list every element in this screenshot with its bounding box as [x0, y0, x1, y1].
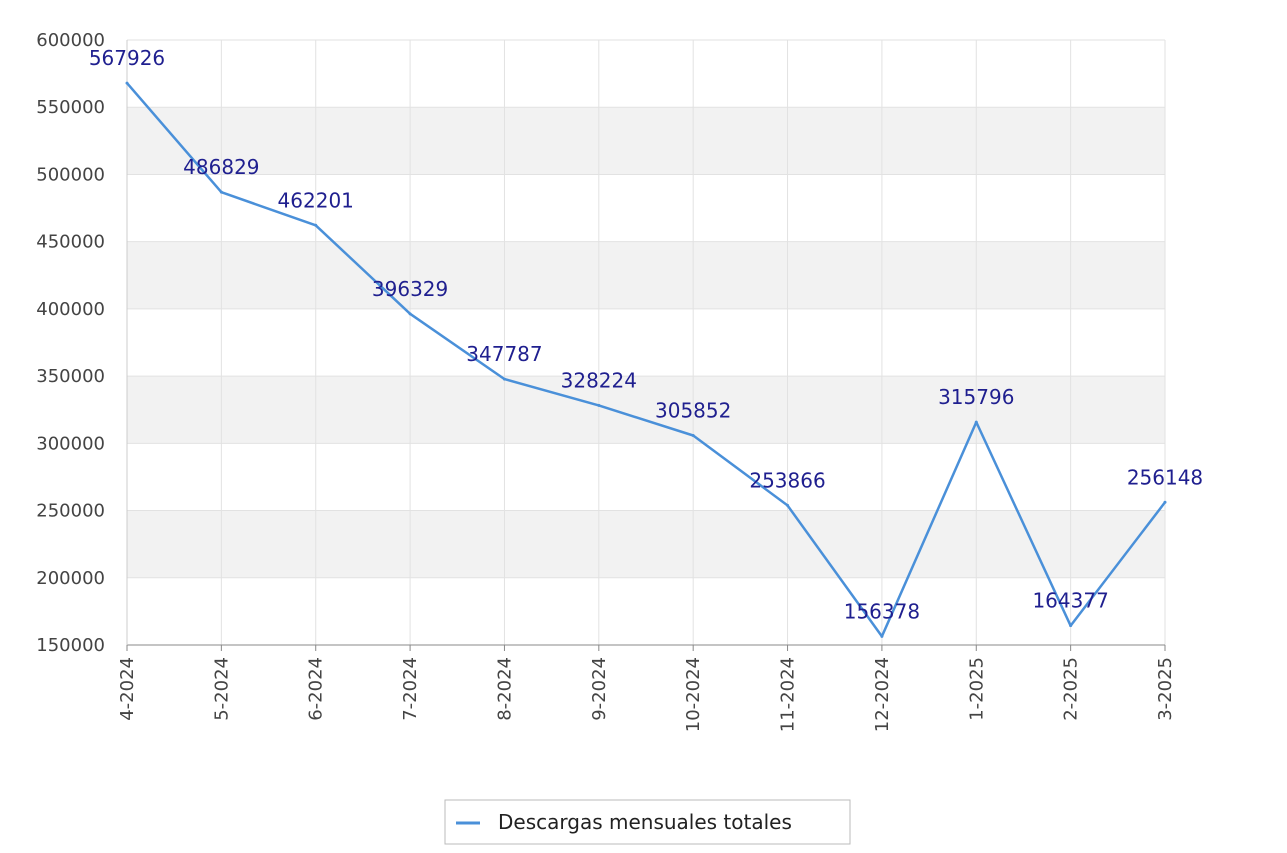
y-tick-label: 200000 — [36, 568, 105, 589]
data-point — [314, 223, 318, 227]
y-tick-label: 150000 — [36, 635, 105, 656]
series-lines — [125, 81, 1167, 638]
data-label: 315796 — [938, 385, 1014, 409]
x-tick-label: 10-2024 — [683, 657, 704, 732]
plot-band — [127, 376, 1165, 444]
data-point — [974, 420, 978, 424]
data-point — [125, 81, 129, 85]
data-label: 347787 — [466, 342, 542, 366]
x-tick-label: 3-2025 — [1155, 657, 1176, 721]
y-tick-label: 300000 — [36, 433, 105, 454]
legend[interactable]: Descargas mensuales totales — [444, 799, 851, 845]
x-tick-label: 5-2024 — [211, 657, 232, 721]
x-tick-label: 8-2024 — [494, 657, 515, 721]
y-tick-label: 400000 — [36, 299, 105, 320]
x-tick-label: 11-2024 — [778, 657, 799, 732]
data-label: 486829 — [183, 155, 259, 179]
data-point — [786, 503, 790, 507]
y-tick-label: 550000 — [36, 97, 105, 118]
x-tick-label: 4-2024 — [117, 657, 138, 721]
data-point — [1163, 500, 1167, 504]
plot-band — [127, 241, 1165, 309]
data-label: 156378 — [844, 599, 920, 623]
data-label: 253866 — [749, 468, 825, 492]
y-axis-ticks: 150000 200000 250000 300000 350000 400000 4500… — [36, 30, 105, 656]
x-tick-label: 6-2024 — [306, 657, 327, 721]
data-point — [1069, 624, 1073, 628]
legend-box — [444, 799, 851, 845]
plot-band — [127, 510, 1165, 578]
series-line — [126, 82, 1166, 638]
y-tick-label: 250000 — [36, 501, 105, 522]
data-point — [408, 312, 412, 316]
y-tick-label: 450000 — [36, 232, 105, 253]
data-point — [597, 403, 601, 407]
plot-band — [127, 107, 1165, 175]
data-point — [502, 377, 506, 381]
x-tick-label: 7-2024 — [400, 657, 421, 721]
data-labels: 567926 486829 462201 396329 347787 328224 3058… — [89, 46, 1203, 623]
data-label: 328224 — [561, 368, 637, 392]
data-point — [880, 634, 884, 638]
y-tick-label: 600000 — [36, 30, 105, 51]
y-tick-label: 350000 — [36, 366, 105, 387]
data-label: 462201 — [278, 188, 354, 212]
x-tick-label: 9-2024 — [589, 657, 610, 721]
data-point — [691, 433, 695, 437]
plot-background-bands — [127, 107, 1165, 578]
x-tick-label: 2-2025 — [1061, 657, 1082, 721]
data-label: 396329 — [372, 277, 448, 301]
data-label: 256148 — [1127, 465, 1203, 489]
data-point — [219, 190, 223, 194]
x-tick-label: 12-2024 — [872, 657, 893, 732]
data-label: 305852 — [655, 398, 731, 422]
y-tick-label: 500000 — [36, 164, 105, 185]
x-axis-ticks: 4-2024 5-2024 6-2024 7-2024 8-2024 9-2024 10-2… — [117, 657, 1176, 732]
data-label: 164377 — [1032, 589, 1108, 613]
legend-label: Descargas mensuales totales — [498, 810, 792, 834]
axes — [126, 40, 1166, 651]
x-tick-label: 1-2025 — [966, 657, 987, 721]
data-label: 567926 — [89, 46, 165, 70]
